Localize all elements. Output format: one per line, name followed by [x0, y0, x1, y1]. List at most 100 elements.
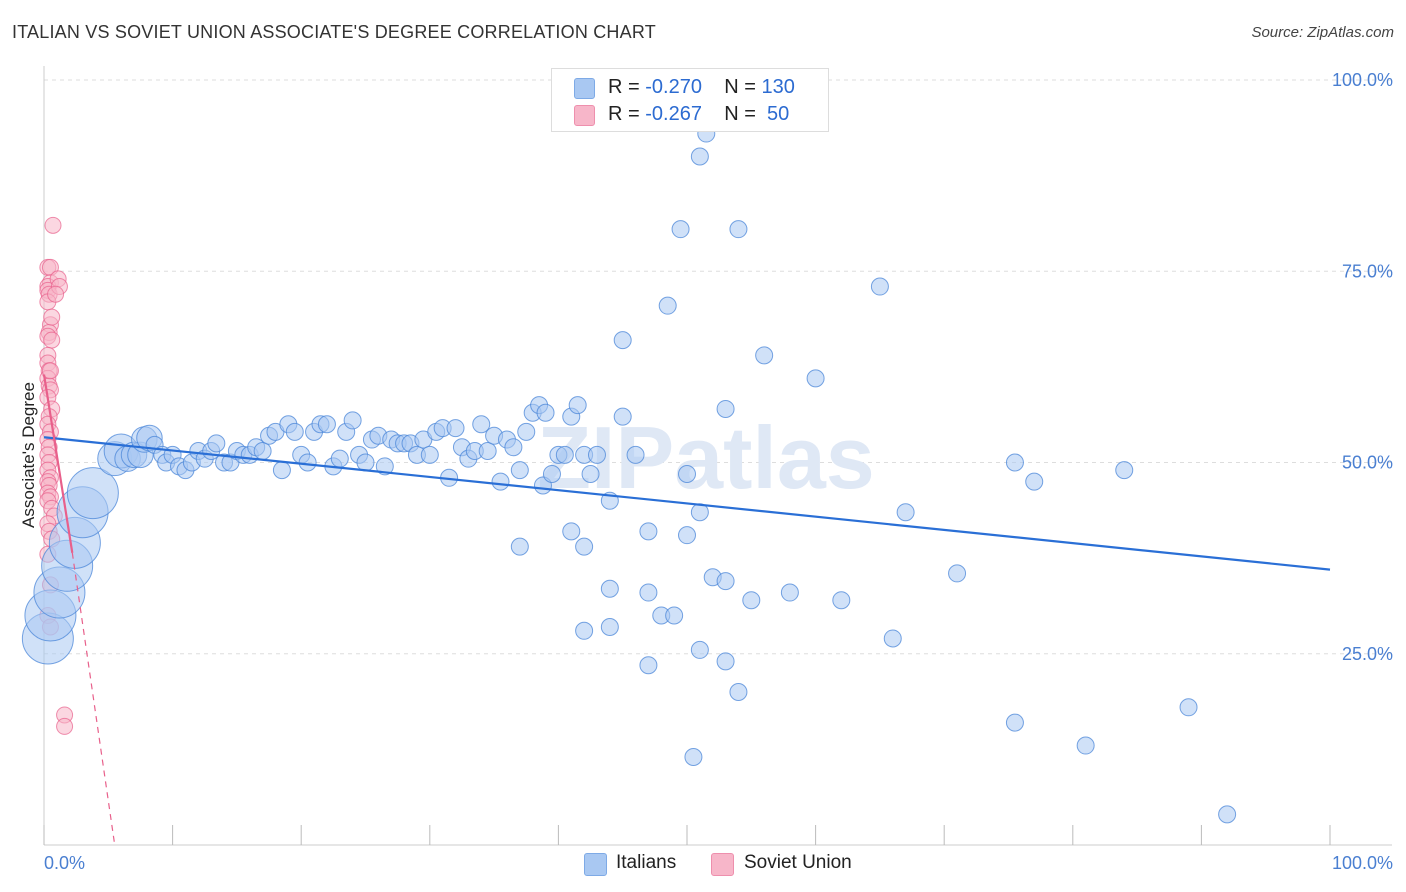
italians-point — [716, 652, 735, 671]
italians-point — [298, 453, 317, 472]
italians-point — [613, 331, 632, 350]
italians-legend-swatch — [584, 853, 607, 876]
soviet-union-point — [41, 362, 59, 380]
italians-swatch — [574, 78, 595, 99]
italians-point — [690, 640, 709, 659]
italians-point — [729, 220, 748, 239]
italians-point — [581, 464, 600, 483]
italians-point — [478, 442, 497, 461]
italians-point — [504, 438, 523, 457]
legend-r-label: R = — [608, 103, 640, 125]
italians-point — [678, 526, 696, 545]
grid-lines — [44, 79, 1392, 655]
italians-point — [587, 445, 606, 464]
soviet-union-point — [56, 717, 74, 735]
italians-point — [600, 617, 619, 636]
italians-point — [832, 591, 851, 610]
italians-point — [330, 449, 349, 468]
soviet-union-point — [47, 285, 65, 303]
italians-point — [613, 407, 632, 426]
x-tick-label: 100.0% — [1332, 853, 1393, 873]
chart-title: ITALIAN VS SOVIET UNION ASSOCIATE'S DEGR… — [12, 22, 656, 42]
source-label: Source: ZipAtlas.com — [1251, 24, 1394, 41]
italians-point — [665, 606, 684, 625]
italians-point — [716, 572, 735, 591]
italians-point — [420, 445, 439, 464]
italians-point — [1005, 713, 1024, 732]
italians-point — [491, 472, 510, 491]
italians-point — [66, 467, 119, 520]
italians-point — [446, 419, 465, 438]
soviet-union-point — [43, 308, 61, 326]
italians-point — [285, 422, 304, 441]
italians-point — [1005, 453, 1024, 472]
soviet-union-trend-extension — [71, 552, 116, 846]
italians-point — [883, 629, 902, 648]
italians-legend-label: Italians — [616, 852, 677, 873]
italians-point — [690, 147, 709, 166]
x-tick-labels: 0.0% 100.0% — [44, 853, 1393, 873]
legend-n-label: N = — [724, 76, 756, 98]
italians-point — [317, 415, 336, 434]
legend-row-italians: R = -0.270 N = 130 — [574, 76, 795, 100]
italians-point — [684, 748, 703, 767]
legend-n-label: N = — [724, 103, 756, 125]
italians-point — [510, 537, 529, 556]
legend-r-label: R = — [608, 76, 640, 98]
italians-point — [755, 346, 774, 365]
italians-point — [896, 503, 915, 522]
italians-point — [1179, 698, 1198, 717]
y-tick-label: 25.0% — [1342, 644, 1393, 664]
italians-point — [1115, 461, 1134, 480]
y-tick-label: 50.0% — [1342, 453, 1393, 473]
x-tick-label: 0.0% — [44, 853, 85, 873]
italians-point — [472, 415, 491, 434]
italians-point — [1025, 472, 1044, 491]
italians-point — [356, 453, 375, 472]
italians-point — [1218, 805, 1237, 824]
italians-point — [555, 445, 574, 464]
soviet-union-swatch — [574, 105, 595, 126]
italians-point — [343, 411, 362, 430]
legend-n-value: 50 — [761, 103, 790, 125]
trend-lines — [42, 374, 1331, 846]
italians-point — [716, 399, 735, 418]
italians-point — [806, 369, 825, 388]
italians-point — [375, 457, 394, 476]
italians-point — [568, 396, 587, 415]
italians-point — [542, 464, 561, 483]
italians-points — [21, 124, 1237, 824]
italians-point — [272, 461, 291, 480]
italians-point — [562, 522, 581, 541]
italians-point — [1076, 736, 1095, 755]
italians-point — [536, 403, 555, 422]
italians-point — [517, 422, 536, 441]
legend-r-value: -0.267 — [645, 103, 702, 125]
italians-point — [600, 579, 619, 598]
soviet-union-point — [44, 216, 62, 234]
italians-point — [742, 591, 761, 610]
italians-point — [658, 296, 677, 315]
y-tick-label: 75.0% — [1342, 261, 1393, 281]
legend-r-value: -0.270 — [645, 76, 702, 98]
soviet-union-trend-line — [42, 374, 74, 553]
italians-point — [639, 522, 658, 541]
italians-point — [948, 564, 967, 583]
correlation-legend: R = -0.270 N = 130 R = -0.267 N = 50 — [551, 68, 829, 132]
italians-point — [575, 621, 594, 640]
italians-point — [510, 461, 529, 480]
soviet-union-legend-swatch — [711, 853, 734, 876]
italians-point — [870, 277, 889, 296]
italians-trend-line — [43, 436, 1331, 571]
legend-n-value: 130 — [761, 76, 795, 98]
soviet-union-legend-label: Soviet Union — [744, 852, 852, 873]
soviet-union-point — [43, 331, 61, 349]
italians-point — [626, 445, 645, 464]
italians-point — [253, 442, 272, 461]
y-tick-labels: 25.0% 50.0% 75.0% 100.0% — [1332, 70, 1393, 664]
italians-point — [575, 537, 594, 556]
y-axis-label: Associate's Degree — [19, 382, 38, 528]
italians-point — [678, 464, 696, 483]
italians-point — [639, 656, 658, 675]
